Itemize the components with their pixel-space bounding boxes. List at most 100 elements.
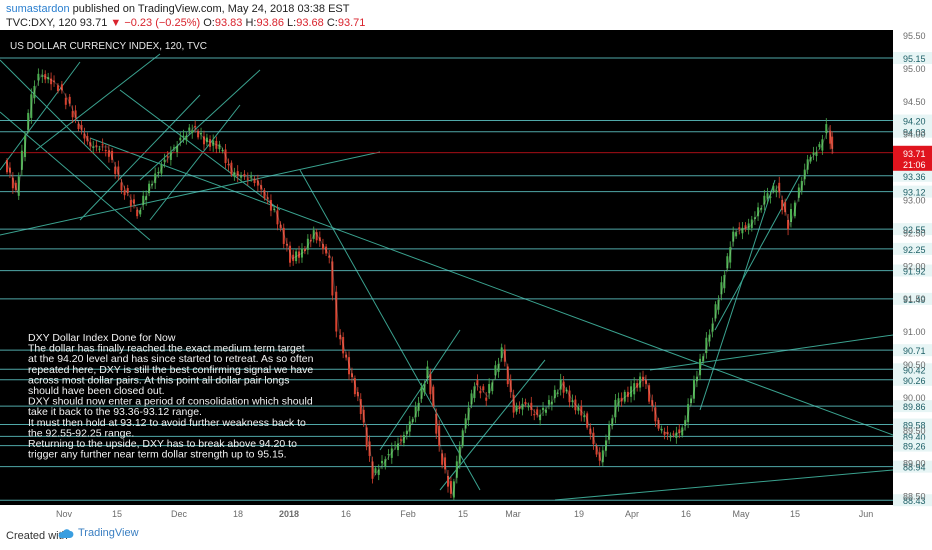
y-tick-label: 89.50 — [903, 426, 926, 436]
y-tick-label: 89.00 — [903, 459, 926, 469]
candle-body — [30, 94, 33, 118]
candle-body — [342, 337, 345, 354]
candle-body — [787, 219, 790, 230]
candle-body — [282, 227, 285, 244]
annotation-line: Returning to the upside, DXY has to brea… — [28, 438, 297, 450]
candle-body — [98, 148, 101, 150]
candle-body — [339, 335, 342, 340]
candle-body — [651, 400, 654, 406]
level-label-bg — [893, 373, 932, 386]
candle-body — [243, 173, 246, 177]
trend-line[interactable] — [714, 174, 801, 331]
candle-body — [224, 149, 227, 163]
level-label: 91.92 — [903, 267, 926, 277]
candle-body — [154, 173, 157, 184]
candle-body — [236, 171, 239, 177]
trend-line[interactable] — [699, 179, 776, 411]
trend-line[interactable] — [0, 61, 81, 171]
candle-body — [331, 261, 334, 296]
candle-body — [20, 150, 23, 170]
candle-body — [300, 248, 303, 258]
candle-body — [260, 185, 263, 190]
chart-area[interactable]: 95.15 94.20 94.03 93.36 93.12 92.55 92.25 91.92… — [0, 30, 932, 535]
candle-body — [586, 413, 589, 428]
price-tag-time: 21:06 — [903, 160, 926, 170]
trend-line[interactable] — [119, 89, 281, 211]
candle-body — [417, 403, 420, 411]
trend-line[interactable] — [0, 59, 111, 171]
level-label: 90.42 — [903, 365, 926, 375]
trend-line[interactable] — [149, 104, 241, 221]
candle-body — [83, 133, 86, 139]
candle-body — [476, 380, 479, 385]
candle-body — [660, 428, 663, 431]
trend-line[interactable] — [89, 137, 894, 436]
candle-body — [775, 190, 778, 193]
level-label-bg — [893, 418, 932, 431]
candle-body — [123, 190, 126, 196]
candle-body — [423, 384, 426, 393]
level-label: 94.20 — [903, 117, 926, 127]
y-tick-label: 92.00 — [903, 261, 926, 271]
high-label: H: — [245, 17, 257, 29]
time-axis[interactable] — [0, 505, 893, 522]
candle-body — [92, 146, 95, 148]
trend-line[interactable] — [649, 334, 894, 371]
candle-body — [136, 209, 139, 217]
candle-body — [778, 182, 781, 193]
candle-body — [815, 152, 818, 156]
candle-body — [176, 145, 179, 153]
candle-body — [117, 166, 120, 175]
level-label-bg — [893, 439, 932, 452]
author-link[interactable]: sumastardon — [6, 3, 70, 15]
y-tick-label: 91.00 — [903, 327, 926, 337]
annotation-line: DXY Dollar Index Done for Now — [28, 332, 176, 344]
low-value: 93.68 — [296, 17, 324, 29]
trend-line[interactable] — [35, 53, 161, 151]
level-label-bg — [893, 400, 932, 413]
trend-line[interactable] — [0, 151, 381, 236]
tradingview-logo[interactable]: TradingView — [58, 527, 139, 539]
level-label-bg — [893, 114, 932, 127]
level-label-bg — [893, 292, 932, 305]
level-label-bg — [893, 264, 932, 277]
level-label: 88.94 — [903, 463, 926, 473]
candle-body — [512, 394, 515, 413]
candle-body — [194, 125, 197, 128]
candle-body — [148, 183, 151, 194]
candle-body — [399, 439, 402, 441]
candle-body — [41, 75, 44, 78]
candle-body — [825, 124, 828, 134]
candle-body — [784, 202, 787, 213]
candle-body — [654, 407, 657, 422]
chart-title: US DOLLAR CURRENCY INDEX, 120, TVC — [10, 41, 207, 52]
trend-line[interactable] — [79, 94, 201, 221]
candle-body — [6, 160, 8, 173]
candle-body — [675, 432, 678, 439]
x-tick-label: 2018 — [279, 509, 299, 519]
candle-body — [699, 358, 702, 376]
x-tick-label: Apr — [625, 509, 639, 519]
candle-body — [77, 123, 80, 129]
candle-body — [717, 299, 720, 310]
candle-body — [766, 193, 769, 199]
quote-line: TVC:DXY, 120 93.71 ▼ −0.23 (−0.25%) O:93… — [6, 17, 365, 29]
candle-body — [692, 380, 695, 399]
candle-body — [172, 147, 175, 149]
last-price: 93.71 — [79, 17, 108, 29]
candle-body — [444, 457, 447, 470]
candle-body — [321, 243, 324, 250]
candle-body — [672, 433, 675, 435]
candle-body — [384, 459, 387, 467]
trend-line[interactable] — [139, 69, 261, 181]
candle-body — [362, 409, 365, 423]
candle-body — [565, 389, 568, 392]
candle-body — [298, 251, 301, 258]
y-tick-label: 95.00 — [903, 64, 926, 74]
candle-body — [690, 398, 693, 404]
annotation-line: the 92.55-92.25 range. — [28, 427, 134, 439]
y-tick-label: 90.50 — [903, 360, 926, 370]
candle-body — [678, 429, 681, 433]
trend-line[interactable] — [554, 469, 894, 501]
